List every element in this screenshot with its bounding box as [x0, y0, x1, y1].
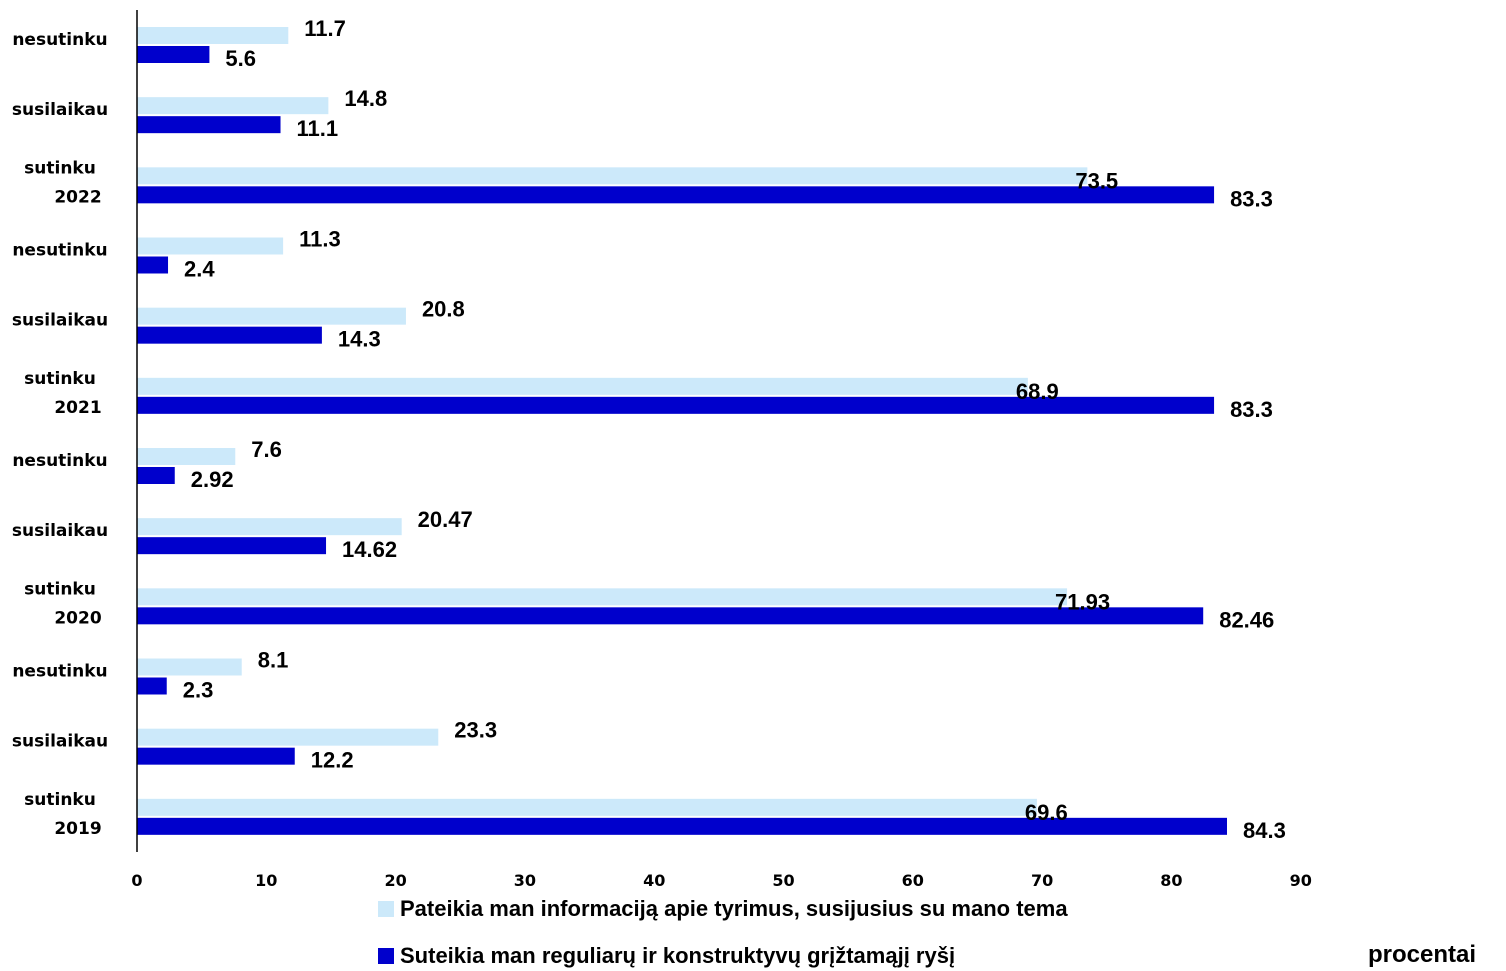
bar-series-1 [137, 728, 439, 746]
x-tick-label: 10 [255, 871, 277, 890]
year-group-label: 2021 [54, 398, 101, 418]
category-label: nesutinku [12, 241, 107, 261]
data-label-series-2: 2.3 [183, 678, 214, 703]
year-group-label: 2022 [54, 187, 101, 207]
x-tick-labels: 0 10 20 30 40 50 60 70 80 90 [131, 871, 1311, 890]
data-label-series-1: 20.8 [422, 297, 465, 322]
bar-series-1 [137, 377, 1028, 395]
data-label-series-2: 2.92 [191, 467, 234, 492]
bar-series-2 [137, 46, 210, 63]
category-label: sutinku [24, 579, 96, 599]
data-label-series-1: 8.1 [258, 648, 289, 673]
bar-series-1 [137, 237, 284, 255]
bar-series-1 [137, 307, 406, 325]
category-label: sutinku [24, 158, 96, 178]
bar-series-1 [137, 518, 402, 536]
x-tick-label: 60 [902, 871, 924, 890]
data-label-series-1: 69.6 [1025, 800, 1068, 825]
data-labels: 11.7 5.6 14.811.1 73.5 83.3 11.3 2.4 20.8 14.3 68… [183, 16, 1286, 843]
data-label-series-2: 84.3 [1243, 818, 1286, 843]
bar-series-2 [137, 186, 1215, 204]
category-label: nesutinku [12, 451, 107, 471]
data-label-series-2: 83.3 [1230, 397, 1273, 422]
legend-label-series-2: Suteikia man reguliarų ir konstruktyvų g… [400, 943, 956, 968]
bar-series-1 [137, 798, 1037, 816]
data-label-series-1: 20.47 [418, 507, 473, 532]
category-label: susilaikau [12, 521, 108, 541]
year-group-label: 2020 [54, 608, 101, 628]
data-label-series-2: 14.3 [338, 327, 381, 352]
x-tick-label: 0 [131, 871, 142, 890]
bar-series-1 [137, 658, 242, 676]
category-label: sutinku [24, 790, 96, 810]
category-label: nesutinku [12, 30, 107, 50]
x-tick-label: 80 [1160, 871, 1182, 890]
bar-series-2 [137, 467, 175, 484]
data-label-series-2: 5.6 [225, 46, 256, 71]
bar-series-1 [137, 97, 329, 115]
legend-label-series-1: Pateikia man informaciją apie tyrimus, s… [400, 896, 1068, 921]
series-1-bars [137, 27, 1088, 816]
x-tick-label: 50 [772, 871, 794, 890]
x-axis-unit-label: procentai [1368, 941, 1477, 968]
data-label-series-1: 68.9 [1016, 379, 1059, 404]
bar-series-2 [137, 677, 167, 695]
legend-swatch-series-1 [378, 901, 394, 917]
x-tick-label: 40 [643, 871, 665, 890]
legend-swatch-series-2 [378, 948, 394, 964]
bar-series-2 [137, 817, 1227, 835]
data-label-series-2: 11.1 [297, 116, 339, 141]
data-label-series-2: 82.46 [1219, 607, 1274, 632]
bar-series-2 [137, 396, 1215, 414]
bar-series-1 [137, 167, 1088, 185]
bar-series-2 [137, 747, 295, 765]
data-label-series-1: 23.3 [454, 718, 497, 743]
legend-item-series-2: Suteikia man reguliarų ir konstruktyvų g… [378, 943, 955, 969]
series-2-bars [137, 46, 1227, 835]
x-tick-label: 30 [514, 871, 536, 890]
data-label-series-1: 71.93 [1055, 589, 1110, 614]
bar-series-2 [137, 537, 327, 555]
bar-series-1 [137, 448, 236, 465]
bar-series-2 [137, 256, 169, 274]
category-label: susilaikau [12, 100, 108, 120]
x-tick-label: 20 [384, 871, 406, 890]
bar-series-1 [137, 27, 289, 44]
data-label-series-2: 12.2 [311, 748, 354, 773]
bar-series-2 [137, 326, 322, 344]
category-label: nesutinku [12, 662, 107, 682]
x-tick-label: 90 [1290, 871, 1312, 890]
data-label-series-2: 14.62 [342, 537, 397, 562]
bar-series-1 [137, 588, 1068, 606]
data-label-series-1: 11.3 [299, 227, 341, 252]
x-tick-label: 70 [1031, 871, 1053, 890]
category-label: sutinku [24, 369, 96, 389]
data-label-series-2: 2.4 [184, 257, 215, 282]
data-label-series-1: 73.5 [1075, 168, 1118, 193]
data-label-series-2: 83.3 [1230, 186, 1273, 211]
bar-series-2 [137, 607, 1204, 625]
data-label-series-1: 14.8 [344, 86, 387, 111]
category-label: susilaikau [12, 732, 108, 752]
category-labels: nesutinku susilaikau sutinku 2022 nesutinku s… [12, 30, 108, 839]
year-group-label: 2019 [54, 819, 101, 839]
data-label-series-1: 7.6 [251, 437, 282, 462]
category-label: susilaikau [12, 311, 108, 331]
legend-item-series-1: Pateikia man informaciją apie tyrimus, s… [378, 896, 1068, 922]
data-label-series-1: 11.7 [304, 16, 346, 41]
bar-series-2 [137, 116, 281, 134]
